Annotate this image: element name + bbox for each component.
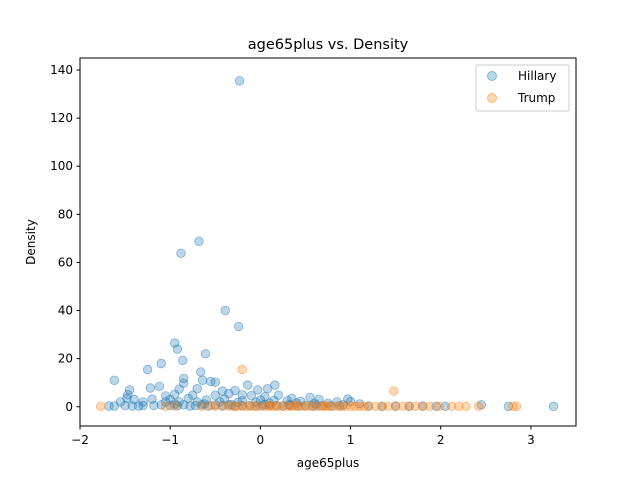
data-point-trump xyxy=(206,400,216,411)
legend: Hillary Trump xyxy=(475,64,570,112)
data-point-hillary xyxy=(169,399,180,409)
data-point-hillary xyxy=(178,355,188,366)
y-tick-label: 80 xyxy=(58,207,73,221)
x-axis-ticks: −2 −1 0 1 2 3 xyxy=(71,426,535,447)
data-point-hillary xyxy=(169,338,180,348)
data-point-hillary xyxy=(194,236,204,247)
data-point-hillary xyxy=(138,400,148,411)
data-point-hillary xyxy=(210,377,221,387)
data-point-trump xyxy=(425,401,435,412)
x-tick-label: 3 xyxy=(527,433,535,447)
data-point-trump xyxy=(389,386,399,396)
data-point-hillary xyxy=(548,401,559,412)
data-point-hillary xyxy=(120,400,130,411)
y-tick-label: 0 xyxy=(65,400,73,414)
legend-label-trump: Trump xyxy=(517,91,555,105)
data-point-trump xyxy=(508,401,518,412)
data-point-hillary xyxy=(234,76,245,86)
data-point-trump xyxy=(383,401,394,412)
y-tick-label: 60 xyxy=(58,255,73,269)
chart-title: age65plus vs. Density xyxy=(248,37,409,53)
data-point-trump xyxy=(511,401,522,412)
data-point-hillary xyxy=(154,381,165,392)
data-point-trump xyxy=(237,364,248,375)
x-tick-label: −1 xyxy=(161,433,179,447)
data-point-hillary xyxy=(476,400,487,410)
legend-marker-trump xyxy=(487,93,497,103)
legend-label-hillary: Hillary xyxy=(518,69,556,83)
data-point-trump xyxy=(289,400,300,411)
data-point-trump xyxy=(266,400,276,411)
data-point-hillary xyxy=(200,349,211,359)
data-point-trump xyxy=(95,401,106,412)
data-point-hillary xyxy=(220,305,230,316)
data-point-hillary xyxy=(262,384,273,394)
data-point-trump xyxy=(454,401,464,412)
x-axis-label: age65plus xyxy=(297,456,359,470)
data-point-hillary xyxy=(176,248,186,259)
data-point-hillary xyxy=(109,375,120,386)
plot-area-frame xyxy=(79,57,577,427)
data-point-hillary xyxy=(197,375,208,386)
data-point-hillary xyxy=(253,385,263,395)
points-layer xyxy=(95,76,559,412)
data-point-hillary xyxy=(142,364,153,375)
data-point-hillary xyxy=(109,401,120,411)
data-point-hillary xyxy=(233,321,244,332)
data-point-hillary xyxy=(354,399,365,409)
legend-marker-hillary xyxy=(487,71,497,81)
x-tick-label: 2 xyxy=(437,433,445,447)
x-tick-label: 1 xyxy=(347,433,355,447)
data-point-hillary xyxy=(196,367,206,377)
data-point-trump xyxy=(410,401,421,412)
data-point-hillary xyxy=(123,390,133,400)
data-point-hillary xyxy=(145,383,156,393)
data-point-trump xyxy=(390,401,401,412)
data-point-trump xyxy=(169,401,180,411)
data-point-hillary xyxy=(210,390,221,400)
data-point-hillary xyxy=(246,391,257,401)
data-point-hillary xyxy=(183,393,193,404)
y-tick-label: 100 xyxy=(50,159,73,173)
data-point-hillary xyxy=(149,400,159,411)
data-point-trump xyxy=(196,401,207,412)
data-point-trump xyxy=(473,401,484,412)
y-tick-label: 120 xyxy=(50,111,73,125)
data-point-trump xyxy=(363,401,374,412)
data-point-trump xyxy=(434,401,444,412)
data-point-hillary xyxy=(178,373,189,384)
x-tick-label: −2 xyxy=(71,433,89,447)
data-point-trump xyxy=(461,401,471,412)
data-point-hillary xyxy=(172,344,183,354)
data-point-trump xyxy=(160,401,171,412)
y-axis-label: Density xyxy=(24,219,38,265)
data-point-hillary xyxy=(242,380,253,390)
data-point-hillary xyxy=(124,385,135,395)
x-tick-label: 0 xyxy=(257,433,265,447)
data-point-hillary xyxy=(192,384,202,394)
data-point-trump xyxy=(418,401,428,412)
data-point-trump xyxy=(446,401,457,412)
y-tick-label: 20 xyxy=(58,352,73,366)
y-tick-label: 40 xyxy=(58,304,73,318)
data-point-trump xyxy=(320,401,331,411)
data-point-hillary xyxy=(156,358,166,369)
legend-frame xyxy=(475,64,570,112)
y-tick-label: 140 xyxy=(50,63,73,77)
y-axis-ticks: 0 20 40 60 80 100 120 140 xyxy=(50,63,80,414)
